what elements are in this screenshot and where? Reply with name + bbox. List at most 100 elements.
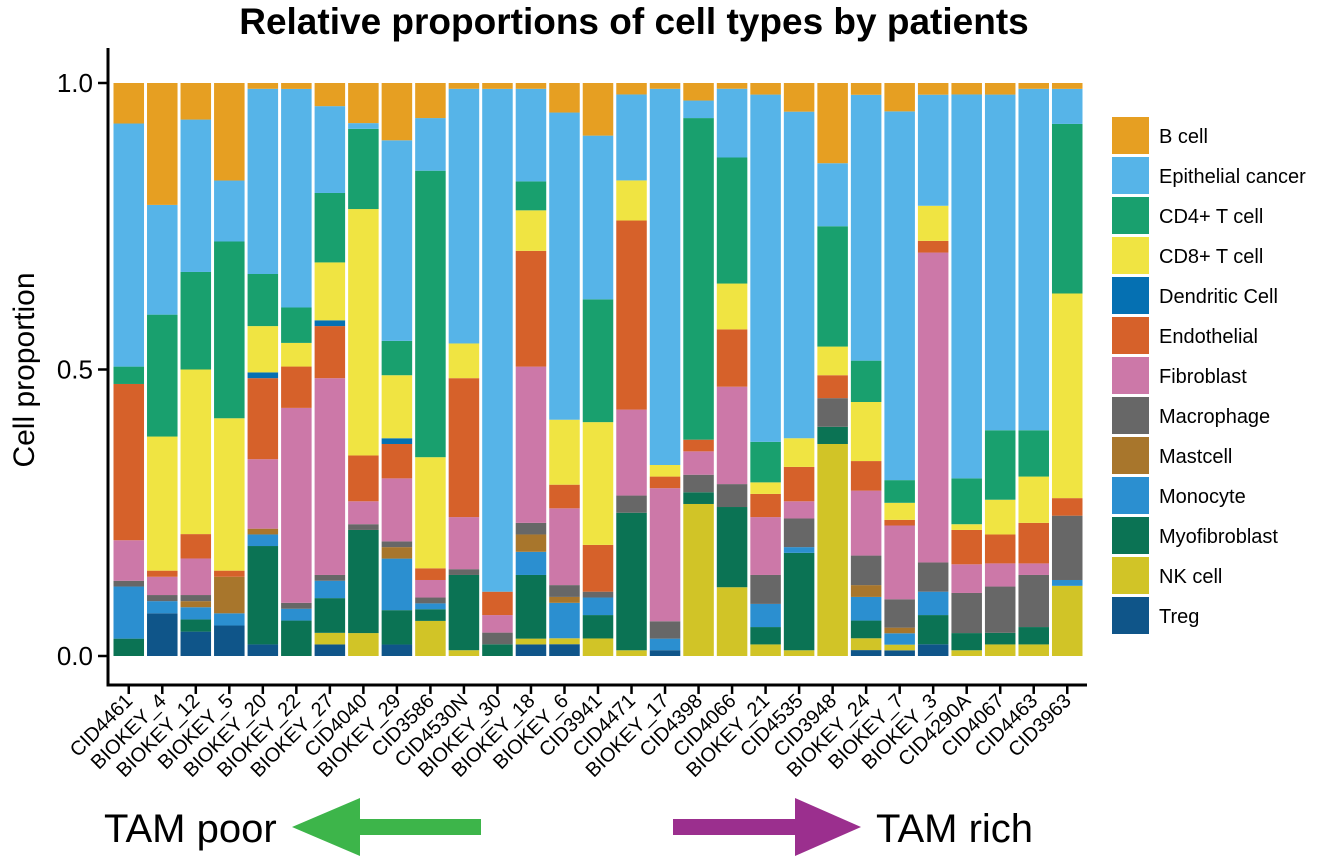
bar-segment (917, 615, 949, 645)
bar-segment (515, 83, 547, 89)
bar-segment (415, 457, 446, 569)
bar-segment (348, 501, 379, 525)
bar-segment (348, 529, 379, 634)
bar-segment (247, 326, 279, 373)
bar-segment (783, 518, 815, 548)
bar-segment (113, 366, 145, 384)
bar-segment (951, 524, 982, 530)
legend-label: B cell (1159, 126, 1208, 148)
bar-segment (616, 94, 647, 181)
bar-segment (1018, 574, 1049, 628)
bar-segment (817, 346, 848, 376)
y-tick-labels: 0.0 0.5 1.0 (57, 68, 108, 671)
bar-segment (314, 580, 346, 599)
bar-segment (482, 632, 513, 645)
bar-segment (314, 378, 346, 575)
bar-segment (917, 205, 949, 241)
legend-label: NK cell (1159, 566, 1222, 588)
bar-segment (415, 597, 446, 604)
bar-segment (515, 574, 547, 639)
bar-segment (616, 220, 647, 410)
legend-key (1112, 477, 1149, 514)
bar-segment (381, 478, 413, 542)
bar-segment (147, 570, 178, 577)
legend-label: Macrophage (1159, 406, 1270, 428)
bar-segment (448, 83, 480, 89)
legend-key (1112, 517, 1149, 554)
bar-segment (515, 181, 547, 211)
bar-segment (817, 375, 848, 399)
bar-segment (214, 83, 245, 181)
bar-segment (616, 83, 647, 95)
bar-segment (549, 83, 580, 113)
bar-segment (683, 439, 714, 452)
bar-segment (750, 482, 781, 494)
bar-segment (716, 386, 748, 485)
bar-segment (649, 650, 681, 656)
tam-poor-label: TAM poor (104, 807, 277, 851)
bar-segment (247, 378, 279, 460)
legend-key (1112, 117, 1149, 154)
bar-segment (549, 112, 580, 420)
bar-segment (247, 528, 279, 535)
bar-segment (616, 495, 647, 513)
bar-segment (984, 586, 1016, 633)
bar-segment (750, 83, 781, 95)
bar-segment (314, 106, 346, 193)
y-tick-label: 1.0 (57, 68, 93, 98)
bar-segment (917, 591, 949, 616)
bar-segment (448, 88, 480, 344)
bar-segment (281, 342, 312, 367)
bar-segment (1051, 293, 1083, 499)
bar-segment (884, 650, 915, 656)
bar-segment (180, 534, 212, 559)
bar-segment (984, 632, 1016, 645)
bar-segment (1051, 88, 1083, 124)
bar-segment (616, 650, 647, 656)
bar-segment (381, 140, 413, 341)
bar-segment (314, 644, 346, 656)
bar-segment (850, 490, 882, 556)
bar-segment (750, 517, 781, 575)
bar-segment (381, 610, 413, 645)
bar-segment (247, 644, 279, 656)
bar-segment (616, 409, 647, 496)
bar-segment (783, 501, 815, 519)
bar-segment (582, 638, 614, 656)
bar-segment (850, 638, 882, 651)
bar-segment (515, 638, 547, 645)
bar-segment (515, 250, 547, 367)
legend-key (1112, 197, 1149, 234)
tam-annotations: TAM poor TAM rich (104, 798, 1033, 856)
bar-segment (415, 603, 446, 610)
bar-segment (1018, 563, 1049, 575)
legend-key (1112, 597, 1149, 634)
bar-segment (683, 474, 714, 493)
bar-segment (884, 83, 915, 112)
bar-segment (984, 499, 1016, 535)
bar-segment (348, 128, 379, 210)
bar-segment (817, 398, 848, 427)
bar-segment (147, 576, 178, 596)
legend-label: Fibroblast (1159, 366, 1247, 388)
bar-segment (1051, 579, 1083, 586)
bar-segment (649, 638, 681, 651)
bar-segment (884, 644, 915, 651)
bar-segment (180, 607, 212, 620)
bar-segment (917, 240, 949, 253)
bar-segment (381, 558, 413, 611)
bar-segment (482, 83, 513, 89)
bar-segment (850, 596, 882, 621)
bar-segment (549, 508, 580, 586)
bar-segment (415, 83, 446, 119)
bar-segment (984, 644, 1016, 656)
bar-segment (281, 620, 312, 656)
bar-segment (582, 135, 614, 300)
bar-segment (951, 650, 982, 656)
bar-segment (582, 615, 614, 639)
bar-segment (448, 378, 480, 518)
bar-segment (750, 493, 781, 518)
bar-segment (783, 111, 815, 439)
bar-segment (582, 422, 614, 545)
